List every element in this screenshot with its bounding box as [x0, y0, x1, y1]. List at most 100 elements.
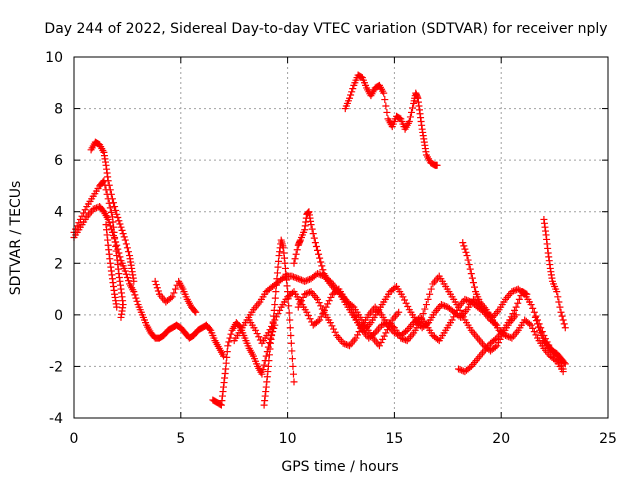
- data-point: [514, 299, 522, 307]
- y-tick-label: 6: [54, 153, 63, 169]
- data-point: [527, 321, 535, 329]
- data-point: [512, 311, 520, 319]
- data-point: [305, 288, 313, 296]
- data-point: [331, 328, 339, 336]
- data-point: [104, 215, 112, 223]
- x-tick-label: 15: [385, 431, 403, 447]
- data-point: [509, 287, 517, 295]
- data-point: [467, 270, 475, 278]
- data-point: [153, 284, 161, 292]
- data-point: [469, 279, 477, 287]
- data-point: [491, 343, 499, 351]
- data-point: [91, 204, 99, 212]
- data-point: [105, 181, 113, 189]
- data-point: [422, 301, 430, 309]
- data-point: [111, 203, 119, 211]
- data-point: [501, 331, 509, 339]
- data-point: [335, 289, 343, 297]
- data-point: [75, 219, 83, 227]
- data-point: [461, 295, 469, 303]
- data-point: [441, 302, 449, 310]
- data-point: [561, 324, 569, 332]
- data-point: [302, 290, 310, 298]
- data-point: [421, 305, 429, 313]
- data-point: [271, 301, 279, 309]
- data-point: [319, 266, 327, 274]
- data-point: [302, 277, 310, 285]
- data-point: [116, 220, 124, 228]
- data-point: [380, 332, 388, 340]
- data-point: [558, 312, 566, 320]
- data-point: [133, 297, 141, 305]
- data-point: [461, 245, 469, 253]
- data-point: [291, 273, 299, 281]
- series-s1: [70, 203, 228, 360]
- data-point: [354, 331, 362, 339]
- x-tick-label: 0: [70, 431, 79, 447]
- data-point: [292, 250, 300, 258]
- data-point: [271, 294, 279, 302]
- data-point: [532, 331, 540, 339]
- data-point: [317, 313, 325, 321]
- data-point: [391, 284, 399, 292]
- data-point: [293, 246, 301, 254]
- data-point: [72, 225, 80, 233]
- data-point: [328, 322, 336, 330]
- data-point: [318, 305, 326, 313]
- y-tick-label: -2: [49, 359, 63, 375]
- data-point: [303, 308, 311, 316]
- data-point: [509, 310, 517, 318]
- data-point: [531, 313, 539, 321]
- data-point: [352, 334, 360, 342]
- data-point: [310, 234, 318, 242]
- data-point: [105, 199, 113, 207]
- data-point: [404, 302, 412, 310]
- data-point: [119, 230, 127, 238]
- data-point: [318, 262, 326, 270]
- data-point: [561, 360, 569, 368]
- data-point: [407, 108, 415, 116]
- data-point: [523, 290, 531, 298]
- data-point: [115, 217, 123, 225]
- data-point: [314, 246, 322, 254]
- data-point: [382, 102, 390, 110]
- data-point: [288, 347, 296, 355]
- data-point: [154, 287, 162, 295]
- data-point: [289, 362, 297, 370]
- data-point: [304, 289, 312, 297]
- data-point: [130, 288, 138, 296]
- data-point: [462, 248, 470, 256]
- data-point: [390, 329, 398, 337]
- data-point: [560, 359, 568, 367]
- data-point: [123, 244, 131, 252]
- data-point: [560, 320, 568, 328]
- data-point: [307, 221, 315, 229]
- data-point: [348, 88, 356, 96]
- data-point: [456, 366, 464, 374]
- x-tick-label: 25: [599, 431, 617, 447]
- data-point: [506, 333, 514, 341]
- data-point: [106, 204, 114, 212]
- data-point: [287, 331, 295, 339]
- data-point: [171, 285, 179, 293]
- data-point: [346, 94, 354, 102]
- data-point: [460, 242, 468, 250]
- data-point: [106, 186, 114, 194]
- data-point: [325, 297, 333, 305]
- data-point: [276, 306, 284, 314]
- data-point: [306, 315, 314, 323]
- chart-title: Day 244 of 2022, Sidereal Day-to-day VTE…: [44, 21, 607, 37]
- data-point: [347, 91, 355, 99]
- data-point: [400, 335, 408, 343]
- data-point: [462, 296, 470, 304]
- data-point: [506, 316, 514, 324]
- data-point: [327, 293, 335, 301]
- x-tick-label: 20: [492, 431, 510, 447]
- data-point: [288, 289, 296, 297]
- data-point: [272, 288, 280, 296]
- data-point: [559, 368, 567, 376]
- series-s3: [87, 138, 138, 285]
- data-point: [297, 297, 305, 305]
- data-point: [419, 310, 427, 318]
- data-point: [106, 222, 114, 230]
